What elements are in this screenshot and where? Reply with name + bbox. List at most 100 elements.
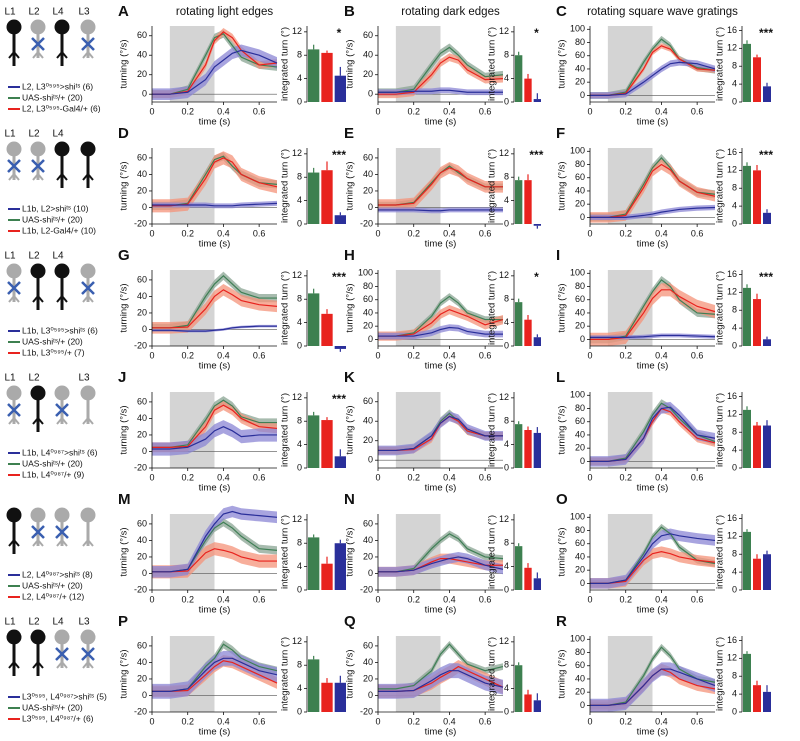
bar-y-tick-label: 8 [732, 305, 737, 315]
neuron-terminal [32, 294, 44, 303]
y-tick-label: 0 [368, 202, 373, 212]
bar [763, 691, 771, 712]
x-tick-label: 0 [149, 594, 154, 604]
neuron-label: L4 [52, 617, 64, 628]
significance: *** [759, 270, 773, 284]
x-tick-label: 0.4 [443, 716, 456, 726]
trace [590, 61, 716, 96]
bar-y-tick-label: 8 [732, 61, 737, 71]
bar-y-tick-label: 8 [297, 538, 302, 548]
trace [152, 404, 278, 448]
y-tick-label: 40 [137, 413, 147, 423]
trace [152, 660, 278, 692]
bar [763, 425, 771, 468]
x-tick-label: 0.4 [443, 350, 456, 360]
bar [524, 78, 532, 102]
bar-y-tick-label: 4 [504, 439, 509, 449]
x-tick-label: 0.6 [253, 228, 266, 238]
legend-label: UAS-shiᵗˢ/+ (20) [22, 214, 83, 224]
x-tick-label: 0 [149, 228, 154, 238]
bar-y-tick-label: 12 [292, 514, 302, 524]
y-tick-label: 100 [570, 634, 585, 644]
neuron-terminal [82, 172, 94, 181]
trace [152, 202, 278, 207]
x-tick-label: 0 [149, 350, 154, 360]
bar-y-tick-label: 8 [504, 660, 509, 670]
bar-y-tick-label: 4 [504, 73, 509, 83]
bar [334, 543, 346, 590]
y-axis-label: turning (°/s) [119, 39, 130, 88]
neuron-soma [30, 385, 46, 401]
bar [334, 682, 346, 712]
y-tick-label: 0 [368, 568, 373, 578]
neuron-terminal [8, 660, 20, 669]
bar-y-tick-label: 12 [292, 148, 302, 158]
x-axis-label: time (s) [199, 605, 231, 616]
bar-y-axis-label: integrated turn (°) [280, 271, 291, 345]
x-tick-label: 0.4 [217, 716, 230, 726]
bar-y-axis-label: integrated turn (°) [280, 27, 291, 101]
x-tick-label: 0.2 [407, 106, 420, 116]
trace [378, 56, 504, 95]
panel-label: E [344, 125, 354, 142]
bar [515, 665, 523, 712]
y-tick-label: 40 [137, 50, 147, 60]
bar-y-axis-label: integrated turn (°) [487, 515, 498, 589]
y-tick-label: -20 [134, 218, 147, 228]
y-tick-label: 0 [142, 446, 147, 456]
trace [152, 289, 278, 329]
neuron-terminal [56, 416, 68, 425]
x-tick-label: 0.6 [691, 594, 704, 604]
error-band [590, 43, 715, 99]
x-tick-label: 0.4 [443, 106, 456, 116]
x-tick-label: 0.2 [181, 228, 194, 238]
bar-y-axis-label: integrated turn (°) [715, 149, 726, 223]
trace [590, 289, 716, 340]
bar [533, 578, 541, 590]
panel-label: R [556, 613, 567, 630]
x-tick-label: 0.4 [443, 594, 456, 604]
x-tick-label: 0 [375, 594, 380, 604]
bar [308, 537, 320, 590]
bar [524, 694, 532, 712]
x-axis-label: time (s) [637, 117, 669, 128]
x-tick-label: 0 [587, 350, 592, 360]
trace [378, 209, 503, 212]
bar-y-tick-label: 4 [732, 566, 737, 576]
bar-y-tick-label: 4 [732, 200, 737, 210]
x-axis-label: time (s) [199, 117, 231, 128]
y-tick-label: 60 [137, 152, 147, 162]
x-tick-label: 0.2 [407, 472, 420, 482]
neuron-label: L3 [78, 617, 90, 628]
y-tick-label: -20 [134, 340, 147, 350]
stimulus-shade [395, 514, 441, 590]
x-tick-label: 0 [375, 716, 380, 726]
block-mark [55, 647, 69, 661]
bar-y-tick-label: 0 [504, 96, 509, 106]
bar-y-axis-label: integrated turn (°) [487, 271, 498, 345]
trace [378, 46, 504, 93]
neuron-label: L4 [52, 7, 64, 18]
x-tick-label: 0.4 [443, 228, 456, 238]
bar-y-tick-label: 12 [727, 653, 737, 663]
bar-y-axis-label: integrated turn (°) [715, 515, 726, 589]
bar-y-tick-label: 0 [297, 706, 302, 716]
y-tick-label: 40 [363, 307, 373, 317]
x-tick-label: 0.2 [181, 472, 194, 482]
bar [533, 432, 541, 468]
y-tick-label: 60 [575, 660, 585, 670]
bar-y-tick-label: 12 [292, 392, 302, 402]
x-tick-label: 0 [587, 472, 592, 482]
error-band [378, 162, 503, 211]
bar-y-tick-label: 0 [504, 462, 509, 472]
neuron-terminal [56, 50, 68, 59]
x-tick-label: 0.6 [253, 106, 266, 116]
y-axis-label: turning (°/s) [557, 283, 568, 332]
y-tick-label: 0 [142, 89, 147, 99]
block-mark [55, 525, 69, 539]
bar-y-tick-label: 0 [732, 462, 737, 472]
neuron-terminal [32, 660, 44, 669]
y-tick-label: 40 [575, 551, 585, 561]
y-tick-label: 80 [575, 403, 585, 413]
bar [515, 302, 523, 346]
